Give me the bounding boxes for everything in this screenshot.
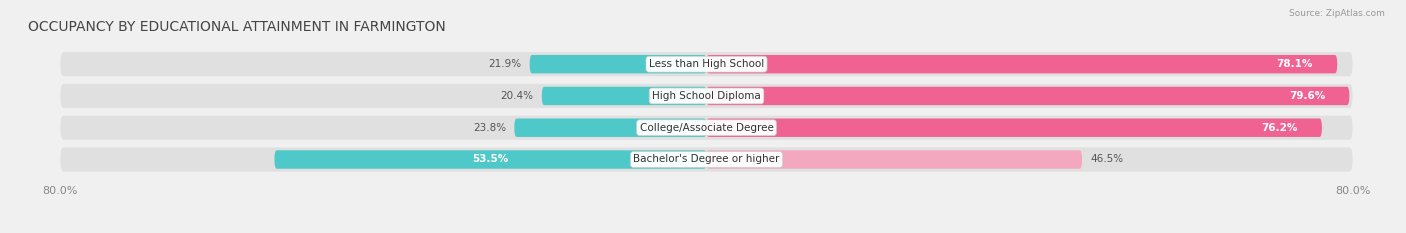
Text: 78.1%: 78.1%	[1277, 59, 1313, 69]
Text: Bachelor's Degree or higher: Bachelor's Degree or higher	[633, 154, 780, 164]
Text: Source: ZipAtlas.com: Source: ZipAtlas.com	[1289, 9, 1385, 18]
FancyBboxPatch shape	[60, 52, 1353, 76]
Text: High School Diploma: High School Diploma	[652, 91, 761, 101]
Text: 79.6%: 79.6%	[1289, 91, 1324, 101]
FancyBboxPatch shape	[60, 116, 1353, 140]
Text: 46.5%: 46.5%	[1090, 154, 1123, 164]
FancyBboxPatch shape	[60, 84, 1353, 108]
FancyBboxPatch shape	[707, 87, 1350, 105]
FancyBboxPatch shape	[530, 55, 707, 73]
FancyBboxPatch shape	[707, 119, 1322, 137]
FancyBboxPatch shape	[707, 150, 1083, 169]
FancyBboxPatch shape	[274, 150, 707, 169]
Text: College/Associate Degree: College/Associate Degree	[640, 123, 773, 133]
Text: 76.2%: 76.2%	[1261, 123, 1298, 133]
FancyBboxPatch shape	[60, 147, 1353, 171]
FancyBboxPatch shape	[515, 119, 707, 137]
Text: 20.4%: 20.4%	[501, 91, 534, 101]
Text: 53.5%: 53.5%	[472, 154, 509, 164]
FancyBboxPatch shape	[707, 55, 1337, 73]
Text: 21.9%: 21.9%	[488, 59, 522, 69]
Text: 23.8%: 23.8%	[472, 123, 506, 133]
Text: Less than High School: Less than High School	[650, 59, 763, 69]
FancyBboxPatch shape	[541, 87, 707, 105]
Text: OCCUPANCY BY EDUCATIONAL ATTAINMENT IN FARMINGTON: OCCUPANCY BY EDUCATIONAL ATTAINMENT IN F…	[28, 20, 446, 34]
